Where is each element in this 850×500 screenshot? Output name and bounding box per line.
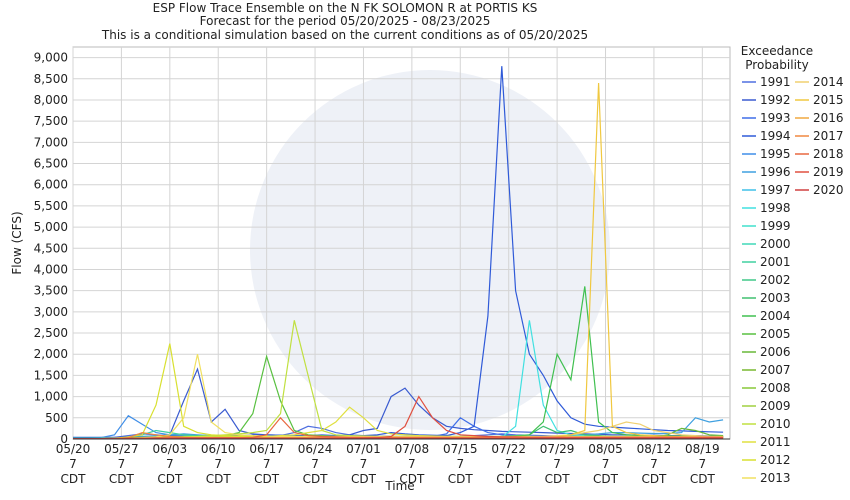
legend-label: 1999 [760, 219, 791, 233]
legend-label: 1991 [760, 75, 791, 89]
y-tick-label: 1,500 [34, 368, 68, 382]
x-tick-label: 07/29 7 CDT [539, 442, 575, 486]
y-tick-label: 6,500 [34, 157, 68, 171]
y-tick-label: 500 [45, 411, 68, 425]
legend-label: 1995 [760, 147, 791, 161]
x-tick-label: 06/24 7 CDT [297, 442, 333, 486]
y-tick-label: 5,000 [34, 220, 68, 234]
legend-label: 1994 [760, 129, 791, 143]
y-tick-label: 8,000 [34, 93, 68, 107]
x-tick-label: 05/20 7 CDT [55, 442, 91, 486]
chart-subtitle: Forecast for the period 05/20/2025 - 08/… [200, 14, 491, 28]
legend-label: 2006 [760, 345, 791, 359]
legend-label: 2004 [760, 309, 791, 323]
legend-label: 2012 [760, 453, 791, 467]
legend-label: 2018 [813, 147, 844, 161]
y-tick-label: 3,000 [34, 305, 68, 319]
legend-label: 2020 [813, 183, 844, 197]
legend-label: 2007 [760, 363, 791, 377]
chart-title: ESP Flow Trace Ensemble on the N FK SOLO… [153, 1, 538, 15]
legend-label: 2010 [760, 417, 791, 431]
legend-label: 2003 [760, 291, 791, 305]
y-tick-label: 4,000 [34, 262, 68, 276]
x-tick-label: 08/05 7 CDT [588, 442, 623, 486]
legend-label: 2001 [760, 255, 791, 269]
legend-label: 2016 [813, 111, 844, 125]
x-tick-label: 07/15 7 CDT [442, 442, 478, 486]
legend-label: 1997 [760, 183, 791, 197]
legend-label: 2008 [760, 381, 791, 395]
x-axis-label: Time [384, 479, 414, 493]
legend-label: 2011 [760, 435, 791, 449]
legend-label: 1998 [760, 201, 791, 215]
legend-label: 1993 [760, 111, 791, 125]
y-tick-label: 6,000 [34, 178, 68, 192]
y-tick-label: 5,500 [34, 199, 68, 213]
y-tick-label: 9,000 [34, 51, 68, 65]
series-line [73, 354, 724, 440]
watermark [250, 70, 610, 430]
x-tick-label: 08/19 7 CDT [685, 442, 720, 486]
y-tick-label: 3,500 [34, 284, 68, 298]
legend-label: 2000 [760, 237, 791, 251]
legend-label: 2013 [760, 471, 791, 485]
x-tick-label: 07/08 7 CDT [394, 442, 430, 486]
x-tick-label: 06/03 7 CDT [152, 442, 188, 486]
y-tick-label: 4,500 [34, 241, 68, 255]
legend-label: 1992 [760, 93, 791, 107]
legend-label: 2019 [813, 165, 844, 179]
x-tick-label: 06/17 7 CDT [249, 442, 284, 486]
legend-label: 2009 [760, 399, 791, 413]
x-tick-label: 06/10 7 CDT [200, 442, 236, 486]
legend-label: 2014 [813, 75, 844, 89]
y-tick-label: 8,500 [34, 72, 68, 86]
x-tick-label: 07/01 7 CDT [346, 442, 381, 486]
x-tick-label: 07/22 7 CDT [491, 442, 526, 486]
x-tick-label: 05/27 7 CDT [104, 442, 139, 486]
legend-label: 2017 [813, 129, 844, 143]
y-tick-label: 2,000 [34, 347, 68, 361]
legend-label: 1996 [760, 165, 791, 179]
y-tick-label: 0 [60, 432, 68, 446]
y-tick-label: 1,000 [34, 390, 68, 404]
y-axis-label: Flow (CFS) [10, 211, 24, 274]
chart-note: This is a conditional simulation based o… [101, 28, 588, 42]
legend-label: 2015 [813, 93, 844, 107]
y-tick-label: 2,500 [34, 326, 68, 340]
series-line [73, 367, 724, 439]
legend-label: 2002 [760, 273, 791, 287]
legend-label: 2005 [760, 327, 791, 341]
y-tick-label: 7,500 [34, 114, 68, 128]
y-tick-label: 7,000 [34, 135, 68, 149]
x-tick-label: 08/12 7 CDT [636, 442, 672, 486]
legend-title: Exceedance Probability [740, 44, 814, 72]
